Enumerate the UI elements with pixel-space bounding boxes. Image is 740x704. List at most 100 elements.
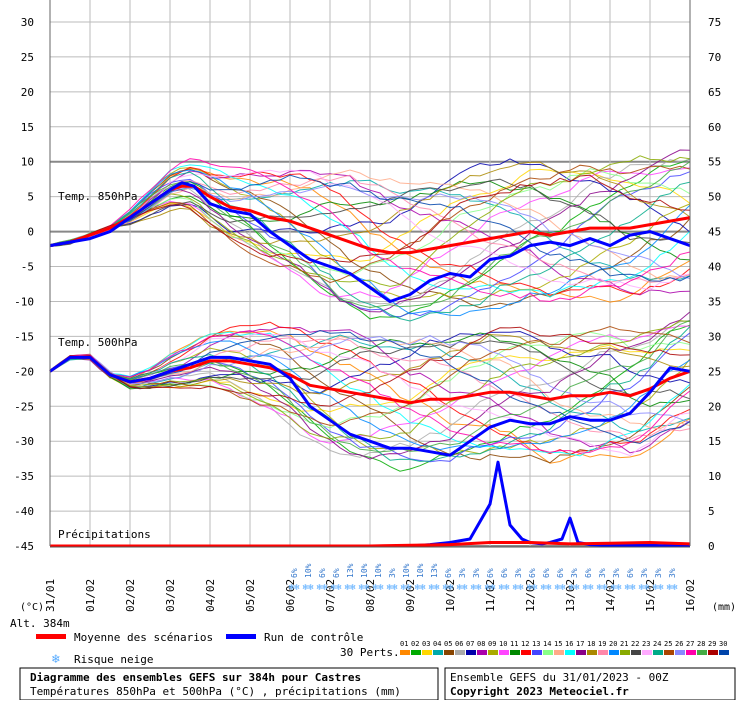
snow-risk-label: 6% [528,568,537,578]
snow-risk-label: 10% [304,563,313,578]
snow-risk-marker: ❄❄ 10% [401,563,412,593]
perturbation-line [49,180,691,261]
snow-risk-label: 13% [346,563,355,578]
legend-control: Run de contrôle [226,631,363,644]
snow-risk-marker: ❄❄ 6% [331,568,342,593]
snow-risk-label: 6% [542,568,551,578]
right-tick-label: 10 [708,470,721,483]
date-tick-label: 03/02 [164,579,177,612]
pert-number-label: 24 [653,640,661,648]
snowflake-icon: ❄❄ [429,583,440,593]
pert-color-swatch [554,650,564,655]
date-tick-label: 11/02 [484,579,497,612]
date-tick-label: 14/02 [604,579,617,612]
perturbation-line [49,171,691,322]
pert-color-swatch [719,650,729,655]
snow-risk-marker: ❄❄ 3% [597,568,608,593]
left-unit-label: (°C) [20,602,44,613]
perturbation-line [49,320,691,440]
snow-risk-marker: ❄❄ 3% [457,568,468,593]
left-tick-label: -30 [14,435,34,448]
perturbation-lines [49,149,691,472]
pert-color-swatch [587,650,597,655]
snowflake-icon: ❄❄ [555,583,566,593]
perturbation-line [49,329,691,444]
snow-risk-marker: ❄❄ 6% [555,568,566,593]
snowflake-icon: ❄❄ [639,583,650,593]
snow-risk-marker: ❄❄ 3% [471,568,482,593]
left-tick-label: 20 [21,86,34,99]
left-tick-label: -5 [21,261,34,274]
snow-risk-label: 6% [486,568,495,578]
left-tick-label: -20 [14,365,34,378]
snow-risk-label: 13% [430,563,439,578]
snow-risk-marker: ❄❄ 6% [499,568,510,593]
snowflake-icon: ❄❄ [359,583,370,593]
snow-risk-marker: ❄❄ 10% [373,563,384,593]
left-tick-label: 25 [21,51,34,64]
snowflake-icon: ❄❄ [625,583,636,593]
snow-risk-label: 10% [374,563,383,578]
right-tick-label: 30 [708,330,721,343]
title-box: Diagramme des ensembles GEFS sur 384h po… [19,667,439,701]
left-tick-label: -10 [14,295,34,308]
date-tick-label: 31/01 [44,579,57,612]
right-tick-label: 60 [708,121,721,134]
date-tick-label: 15/02 [644,579,657,612]
perturbation-line [49,320,691,453]
perturbation-line [49,321,691,455]
perturbation-line [49,326,691,407]
right-tick-label: 70 [708,51,721,64]
pert-number-label: 11 [510,640,518,648]
snow-risk-label: 3% [668,568,677,578]
snow-risk-label: 6% [500,568,509,578]
pert-color-swatch [708,650,718,655]
perturbation-line [49,158,691,305]
pert-color-swatch [675,650,685,655]
date-tick-label: 16/02 [684,579,697,612]
snow-risk-marker: ❄❄ 10% [303,563,314,593]
perturbation-line [49,326,691,462]
right-tick-label: 20 [708,400,721,413]
snow-risk-label: 3% [640,568,649,578]
snowflake-icon: ❄❄ [541,583,552,593]
snow-risk-row: ❄❄ 6% ❄❄ 10% ❄❄ 6% ❄❄ 6% ❄❄ 13% ❄❄ 10% ❄❄ 10% ❄❄ 3% ❄❄ 10… [289,563,678,593]
perturbation-line [49,158,691,246]
pert-number-label: 04 [433,640,441,648]
snow-risk-label: 6% [290,568,299,578]
perturbation-line [49,329,691,454]
title-line-2: Températures 850hPa et 500hPa (°C) , pré… [30,685,401,698]
snow-risk-label: 10% [416,563,425,578]
perturbation-line [49,168,691,309]
left-tick-label: 15 [21,121,34,134]
legend-mean-swatch [36,634,66,639]
pert-color-swatch [642,650,652,655]
perturbation-line [49,161,691,309]
pert-color-swatch [609,650,619,655]
pert-color-swatch [653,650,663,655]
panel-label-t850: Temp. 850hPa [58,190,137,203]
snow-risk-label: 3% [654,568,663,578]
series-line [49,355,691,457]
right-tick-label: 35 [708,295,721,308]
snowflake-icon: ❄❄ [513,583,524,593]
pert-color-swatch [455,650,465,655]
perturbation-line [49,161,691,247]
snowflake-icon: ❄❄ [611,583,622,593]
pert-color-swatch [477,650,487,655]
pert-number-label: 15 [554,640,562,648]
snowflake-icon: ❄❄ [303,583,314,593]
pert-number-label: 10 [499,640,507,648]
pert-color-swatch [422,650,432,655]
legend-control-label: Run de contrôle [264,631,363,644]
date-tick-label: 07/02 [324,579,337,612]
pert-color-swatch [400,650,410,655]
snow-risk-label: 3% [598,568,607,578]
snowflake-icon: ❄❄ [373,583,384,593]
legend-control-swatch [226,634,256,639]
axes: 302520151050-5-10-15-20-25-30-35-40-4575… [14,0,721,612]
date-tick-label: 02/02 [124,579,137,612]
snow-risk-marker: ❄❄ 3% [667,568,678,593]
snow-risk-label: 3% [472,568,481,578]
